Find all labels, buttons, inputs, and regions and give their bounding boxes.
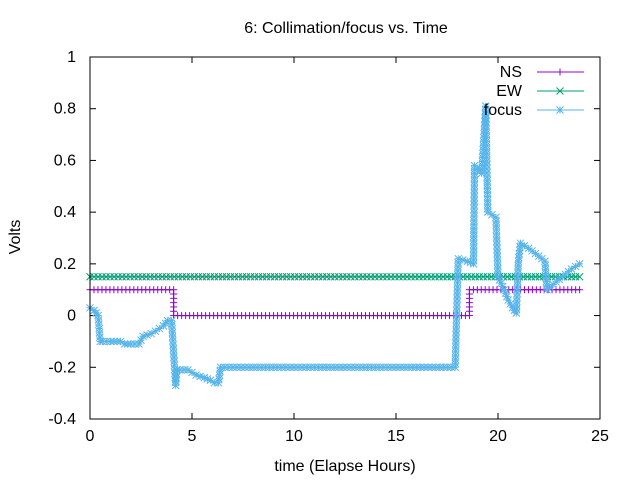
data-point (470, 181, 479, 190)
legend-label: focus (484, 102, 522, 119)
y-tick-label: 0 (67, 308, 76, 325)
x-axis-label: time (Elapse Hours) (274, 458, 415, 475)
data-point (492, 221, 501, 230)
data-point (443, 363, 452, 372)
y-tick-label: 0.4 (54, 204, 76, 221)
legend-marker (556, 68, 564, 76)
data-point (431, 363, 440, 372)
y-tick-label: 0.2 (54, 256, 76, 273)
y-tick-label: -0.4 (48, 411, 76, 428)
data-point (428, 363, 436, 372)
y-tick-label: 0.8 (54, 101, 76, 118)
legend-label: NS (500, 64, 522, 81)
plot-layer: 0 5 10 15 20 25 -0.4 -0.2 0 0.2 0.4 0.6 0.8 1 (48, 49, 609, 445)
data-point (575, 272, 584, 281)
legend-label: EW (496, 83, 523, 100)
legend: NS EW focus (484, 64, 584, 119)
x-tick-label: 0 (86, 428, 95, 445)
y-tick-label: -0.2 (48, 359, 76, 376)
x-tick-label: 5 (188, 428, 197, 445)
plot-frame (89, 56, 601, 420)
data-point (576, 286, 584, 294)
data-point (575, 260, 584, 268)
y-axis-label: Volts (7, 220, 24, 255)
data-point (454, 254, 463, 263)
chart-title: 6: Collimation/focus vs. Time (244, 20, 448, 37)
x-tick-label: 25 (591, 428, 609, 445)
y-tick-label: 0.6 (54, 152, 76, 169)
series-markers-NS (86, 286, 584, 320)
legend-marker (556, 106, 564, 114)
series-markers-EW (86, 272, 584, 281)
series-markers-focus (86, 102, 584, 390)
data-point (512, 305, 521, 313)
x-tick-label: 10 (285, 428, 303, 445)
data-point (458, 256, 467, 264)
y-tick-label: 1 (67, 49, 76, 66)
data-point (184, 366, 192, 374)
legend-marker (556, 87, 564, 95)
x-tick-label: 15 (387, 428, 405, 445)
x-tick-label: 20 (489, 428, 507, 445)
